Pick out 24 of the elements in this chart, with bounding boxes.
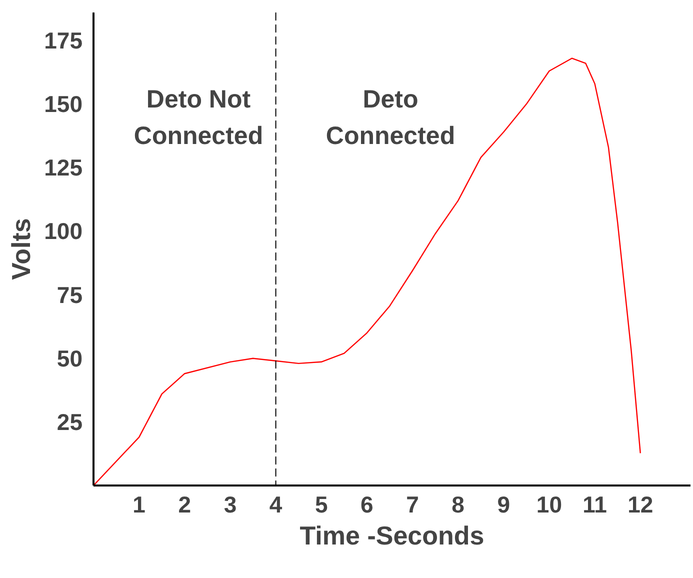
x-tick-label: 2 <box>178 492 192 518</box>
line-series <box>94 58 641 486</box>
y-axis-title: Volts <box>6 218 36 280</box>
x-tick-label: 6 <box>360 492 374 518</box>
x-tick-label: 3 <box>224 492 237 518</box>
y-tick-label: 150 <box>44 91 82 118</box>
annotation: Deto Connected <box>326 86 456 150</box>
y-tick-label: 50 <box>56 345 83 372</box>
y-tick-label: 75 <box>56 282 83 308</box>
y-tick-label: 125 <box>44 154 83 181</box>
y-tick-label: 25 <box>56 408 83 435</box>
x-tick-label: 8 <box>452 492 465 518</box>
x-tick-label: 12 <box>628 492 654 518</box>
y-tick-label: 100 <box>44 218 82 244</box>
x-tick-label: 10 <box>536 492 562 518</box>
x-tick-label: 5 <box>314 492 328 518</box>
x-tick-label: 9 <box>497 492 510 518</box>
x-tick-label: 7 <box>406 492 419 518</box>
annotation: Deto Not Connected <box>134 86 264 150</box>
x-tick-label: 4 <box>269 492 282 518</box>
y-tick-label: 175 <box>44 27 83 54</box>
x-axis-title: Time -Seconds <box>300 520 484 550</box>
x-tick-label: 11 <box>582 492 608 518</box>
x-tick-label: 1 <box>132 492 146 518</box>
